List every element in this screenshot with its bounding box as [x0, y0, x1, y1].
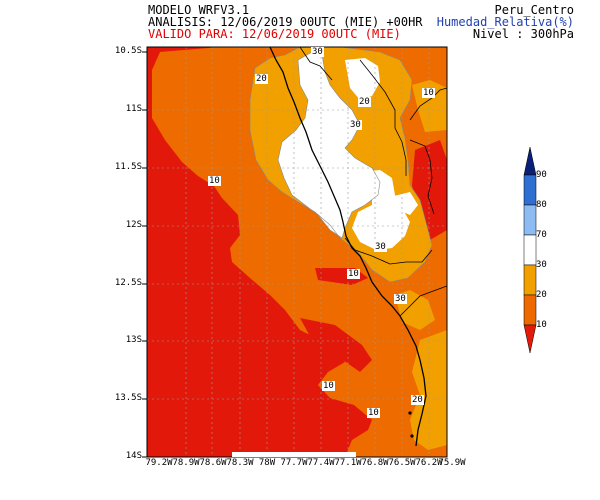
colorbar-tick-label: 70 [536, 230, 547, 240]
contour-label: 10 [347, 269, 360, 279]
latitude-label: 12S [125, 220, 142, 230]
contour-label: 30 [349, 120, 362, 130]
latitude-label: 13S [125, 335, 142, 345]
longitude-label: 76.8W [361, 458, 389, 468]
contour-label: 10 [208, 176, 221, 186]
field-above-30 [278, 52, 380, 238]
contour-label: 20 [411, 395, 424, 405]
model-title: MODELO WRFV3.1 [148, 3, 250, 17]
contour-30 [277, 51, 381, 239]
field-above-30 [345, 58, 380, 100]
latitude-label: 10.5S [114, 46, 142, 56]
colorbar-segment-90 [523, 174, 537, 206]
valid-time: VALIDO PARA: 12/06/2019 00UTC (MIE) [148, 27, 401, 41]
colorbar-tick-label: 30 [536, 260, 547, 270]
domain-name: Peru_Centro [494, 3, 574, 17]
longitude-label: 77.7W [280, 458, 308, 468]
field-below-10-west [147, 47, 372, 457]
contour-label: 10 [367, 408, 380, 418]
contour-label: 20 [255, 74, 268, 84]
colorbar-segment-70 [523, 234, 537, 266]
colorbar-top-arrow [523, 146, 537, 176]
colorbar-segment-20 [523, 294, 537, 326]
latitude-label: 14S [125, 451, 142, 461]
longitude-label: 77.1W [334, 458, 362, 468]
longitude-label: 76.2W [415, 458, 443, 468]
latitude-label: 11S [125, 104, 142, 114]
longitude-label: 78.3W [226, 458, 254, 468]
pressure-level: Nivel : 300hPa [472, 27, 574, 41]
analysis-time: ANALISIS: 12/06/2019 00UTC (MIE) +00HR [148, 15, 423, 29]
colorbar [523, 146, 537, 354]
longitude-label: 75.9W [438, 458, 466, 468]
longitude-label: 78.9W [172, 458, 200, 468]
field-above-30 [352, 170, 410, 250]
field-20-30 [412, 80, 447, 132]
field-20-30 [410, 330, 447, 450]
contour-label: 30 [311, 47, 324, 57]
contour-20 [249, 47, 433, 283]
variable-name: Humedad_Relativa(%) [436, 15, 574, 29]
field-below-10-patch [300, 318, 372, 372]
longitude-label: 79.2W [145, 458, 173, 468]
longitude-label: 78W [258, 458, 276, 468]
contour-label: 30 [394, 294, 407, 304]
field-above-30 [394, 192, 418, 215]
colorbar-tick-label: 10 [536, 320, 547, 330]
grid-lines [147, 47, 447, 457]
colorbar-tick-label: 90 [536, 170, 547, 180]
latitude-label: 12.5S [114, 278, 142, 288]
contour-label: 10 [322, 381, 335, 391]
colorbar-segment-80 [523, 204, 537, 236]
latitude-label: 11.5S [114, 162, 142, 172]
island [408, 411, 412, 415]
longitude-label: 77.4W [307, 458, 335, 468]
coastline [269, 47, 427, 447]
colorbar-tick-label: 80 [536, 200, 547, 210]
contour-label: 30 [374, 242, 387, 252]
contour-label: 20 [358, 97, 371, 107]
longitude-label: 76.5W [388, 458, 416, 468]
axis-ticks [142, 51, 147, 458]
latitude-label: 13.5S [114, 393, 142, 403]
colorbar-segment-30 [523, 264, 537, 296]
colorbar-tick-label: 20 [536, 290, 547, 300]
bottom-strip [232, 452, 356, 457]
longitude-label: 78.6W [199, 458, 227, 468]
region-border [299, 47, 447, 317]
contour-label: 10 [422, 88, 435, 98]
colorbar-bottom-arrow [523, 324, 537, 354]
island [410, 434, 414, 438]
